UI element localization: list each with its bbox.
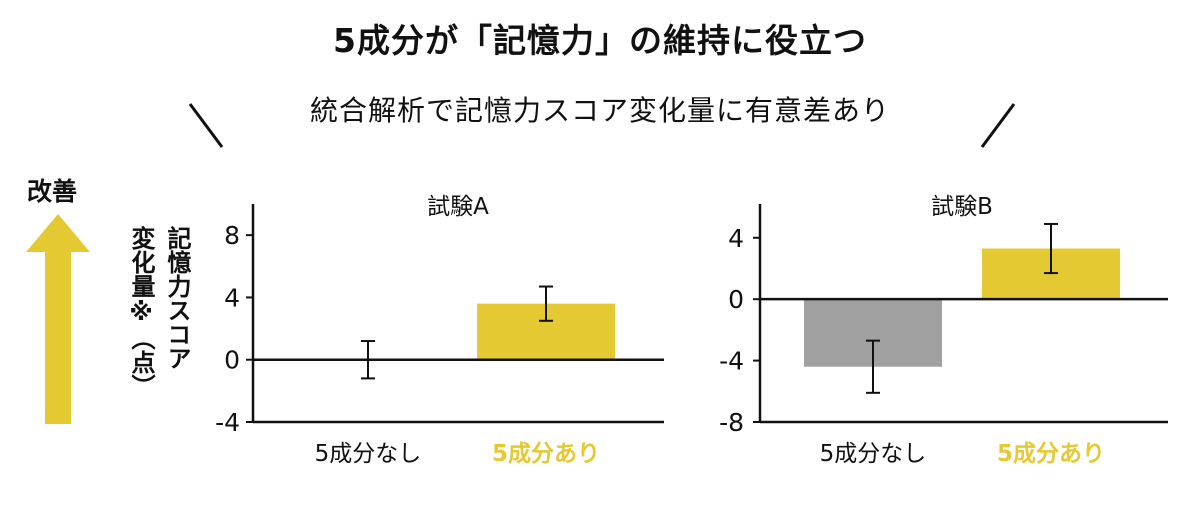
y-tick-label: 4 <box>224 283 240 312</box>
improve-label: 改善 <box>27 177 78 206</box>
improve-arrow-icon <box>26 214 90 424</box>
right-accent-slash <box>980 103 1016 148</box>
y-tick-label: -8 <box>719 408 744 437</box>
y-axis-label-line1: 記憶力スコア <box>163 226 191 370</box>
y-tick-label: 0 <box>224 346 240 375</box>
y-axis-label-line2: 変化量※（点） <box>127 226 155 398</box>
left-accent-slash <box>188 103 224 148</box>
y-tick-label: 0 <box>728 285 744 314</box>
category-label: 5成分あり <box>997 441 1105 467</box>
y-tick-label: 8 <box>224 221 240 250</box>
page-title: 5成分が「記憶力」の維持に役立つ <box>333 21 867 60</box>
y-tick-label: -4 <box>719 347 744 376</box>
y-tick-label: -4 <box>215 408 240 437</box>
chart-panel-1: 試験A 8 4 0 -4 5成分なし 5成分あり <box>215 194 664 467</box>
category-label: 5成分なし <box>315 441 422 467</box>
category-label: 5成分なし <box>820 441 927 467</box>
chart-title: 試験A <box>427 194 489 220</box>
chart-panel-2: 試験B 4 0 -4 -8 5成分なし 5成分あり <box>719 194 1168 467</box>
y-tick-label: 4 <box>728 224 744 253</box>
page-subtitle: 統合解析で記憶力スコア変化量に有意差あり <box>309 94 890 127</box>
category-label: 5成分あり <box>492 441 600 467</box>
chart-title: 試験B <box>931 194 993 220</box>
